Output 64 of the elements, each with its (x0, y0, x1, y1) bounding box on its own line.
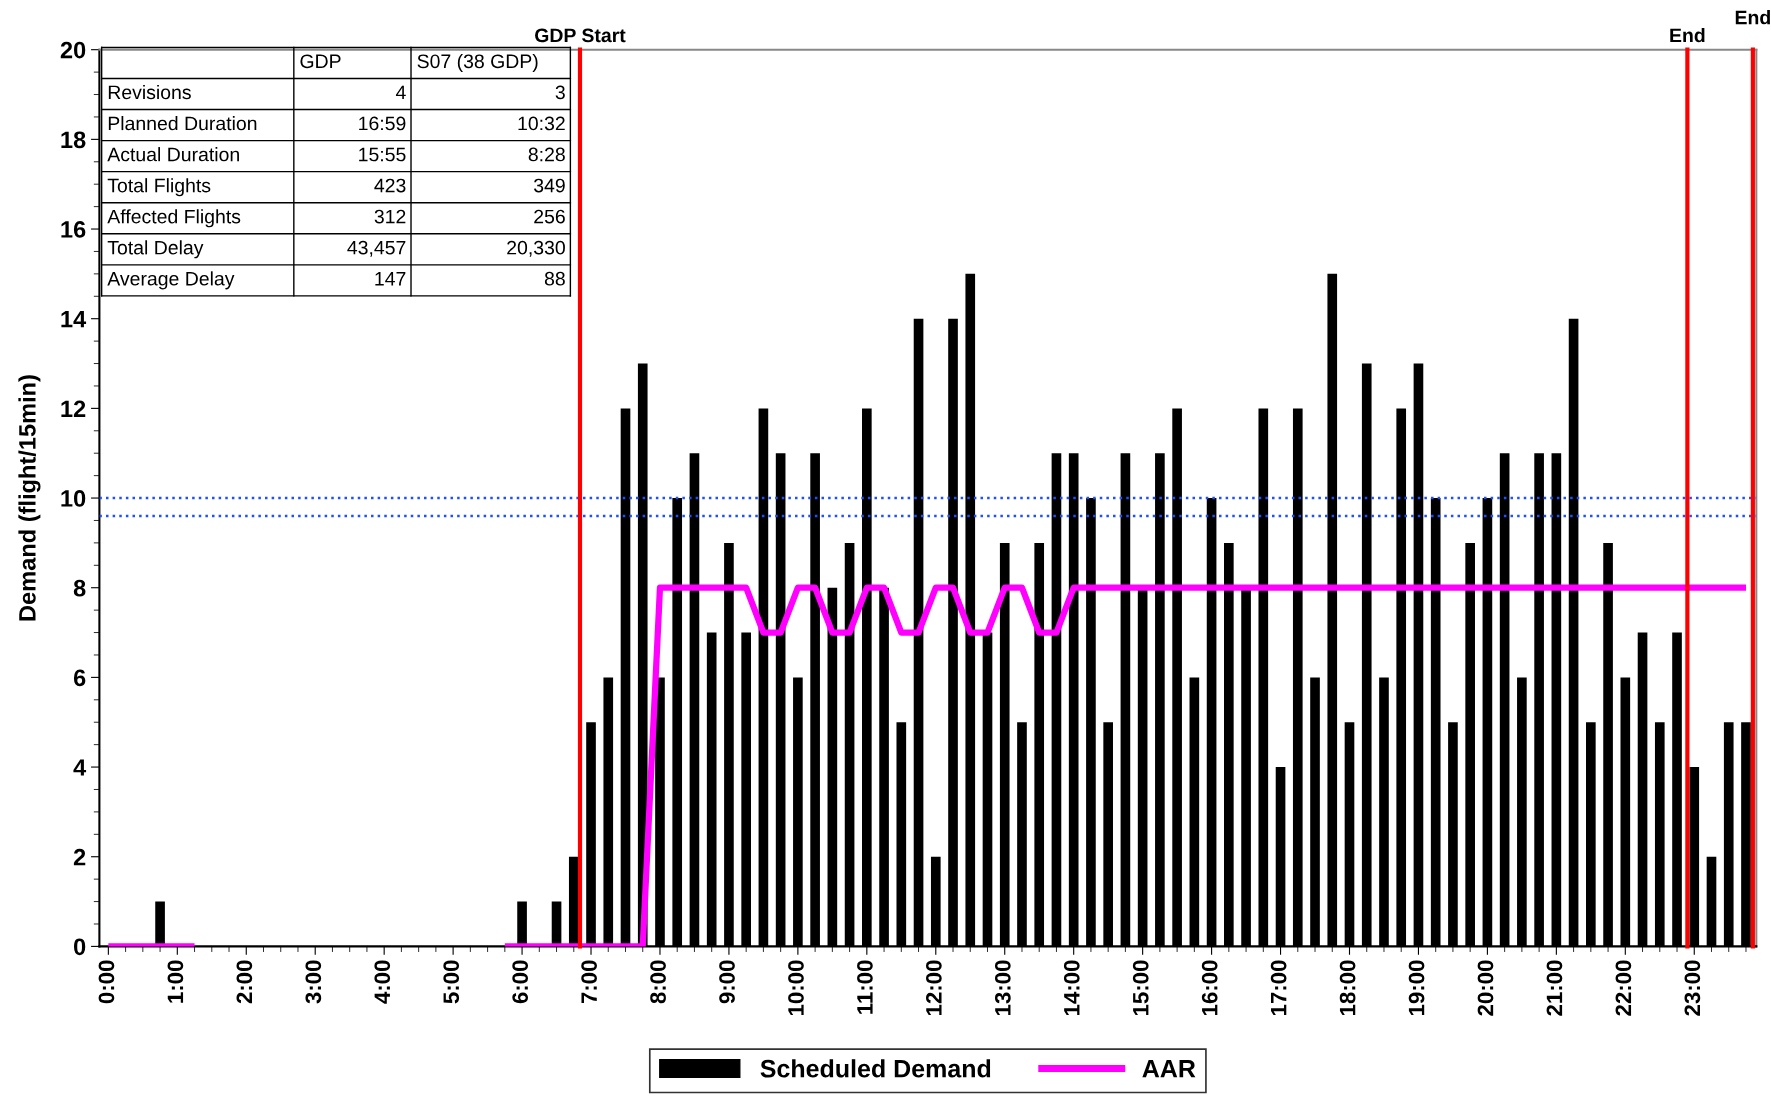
category-label: Planned Duration (108, 116, 257, 131)
category-label: Average Delay (107, 271, 235, 290)
ref-line-label: End (1735, 10, 1770, 25)
text: 256 (534, 209, 565, 224)
text: 20,330 (507, 240, 565, 257)
x-tick-label: 9:00 (719, 960, 735, 1004)
y-tick-label: 16 (61, 221, 86, 238)
category-label: Actual Duration (107, 147, 239, 162)
text: 147 (375, 272, 406, 286)
y-tick-label: 12 (61, 400, 86, 417)
text: 43,457 (347, 240, 406, 257)
category-label: Total Delay (107, 240, 204, 259)
text: 312 (374, 209, 406, 224)
text: 3 (555, 85, 565, 100)
text: 8:28 (528, 147, 565, 162)
x-tick-label: 21:00 (1546, 960, 1563, 1016)
x-tick-label: 18:00 (1339, 960, 1356, 1016)
x-tick-label: 12:00 (926, 960, 942, 1016)
x-tick-label: 13:00 (994, 960, 1011, 1016)
x-tick-label: 15:00 (1132, 960, 1149, 1016)
y-axis-title: Demand (flight/15min) (18, 375, 41, 621)
category-label: Total Flights (107, 178, 211, 197)
x-tick-label: 19:00 (1408, 960, 1425, 1016)
category-label: S07 (38 GDP) (417, 53, 538, 73)
x-tick-label: 11:00 (857, 960, 873, 1014)
x-tick-label: 22:00 (1615, 960, 1632, 1016)
x-tick-label: 0:00 (98, 960, 115, 1004)
x-tick-label: 20:00 (1477, 960, 1494, 1016)
y-tick-label: 4 (73, 759, 87, 776)
y-tick-label: 6 (73, 669, 86, 687)
text: 4 (395, 85, 406, 100)
x-tick-label: 3:00 (305, 960, 322, 1004)
category-label: GDP (300, 54, 341, 69)
text: 16:59 (359, 116, 406, 131)
x-tick-label: 2:00 (236, 960, 253, 1004)
y-tick-label: 18 (61, 131, 86, 149)
x-tick-label: 8:00 (650, 960, 666, 1004)
x-tick-label: 7:00 (581, 960, 597, 1004)
text: 15:55 (359, 147, 406, 162)
ref-line-label: GDP Start (535, 28, 626, 43)
x-tick-label: 17:00 (1270, 960, 1287, 1016)
y-tick-label: 2 (73, 848, 86, 866)
ref-line-label: End (1670, 27, 1705, 43)
legend-label: Scheduled Demand (760, 1059, 991, 1078)
x-tick-label: 6:00 (512, 960, 529, 1004)
x-tick-label: 1:00 (167, 960, 184, 1003)
text: 88 (544, 271, 565, 286)
text: 10:32 (518, 116, 565, 131)
y-tick-label: 20 (60, 41, 86, 59)
legend-label: AAR (1142, 1060, 1196, 1078)
text: 349 (533, 178, 565, 193)
y-tick-label: 8 (73, 579, 86, 597)
text: 423 (374, 178, 406, 193)
x-tick-label: 5:00 (443, 960, 460, 1004)
category-label: Revisions (108, 84, 191, 100)
y-tick-label: 14 (61, 311, 87, 328)
x-tick-label: 23:00 (1684, 960, 1701, 1016)
y-tick-label: 0 (74, 938, 86, 956)
x-tick-label: 14:00 (1063, 960, 1080, 1016)
x-tick-label: 10:00 (788, 960, 804, 1016)
x-tick-label: 16:00 (1201, 960, 1218, 1016)
category-label: Affected Flights (107, 209, 241, 228)
x-tick-label: 4:00 (374, 960, 391, 1004)
y-tick-label: 10 (61, 490, 86, 507)
